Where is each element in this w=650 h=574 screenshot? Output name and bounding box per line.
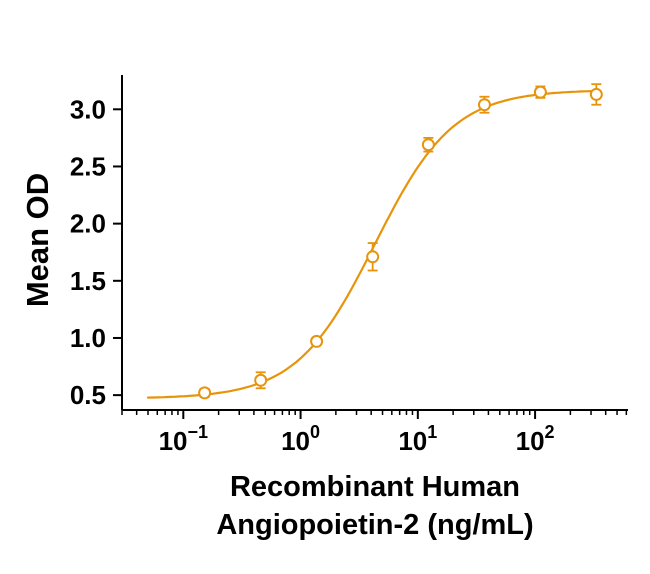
data-point-marker (477, 98, 491, 112)
y-tick-label: 0.5 (70, 380, 106, 410)
y-tick-label: 2.0 (70, 209, 106, 239)
x-axis-ticks: 10−1 100 101 102 (121, 410, 628, 456)
data-point-marker (421, 138, 435, 152)
data-point-marker (254, 373, 268, 387)
axes (121, 75, 628, 411)
x-axis-title: Recombinant Human Angiopoietin-2 (ng/mL) (122, 468, 628, 545)
x-tick-label: 101 (398, 422, 437, 456)
y-axis-ticks: 0.5 1.0 1.5 2.0 2.5 3.0 (70, 94, 122, 410)
x-tick-label: 102 (516, 422, 555, 456)
y-axis-title: Mean OD (20, 172, 55, 308)
data-point-marker (198, 386, 212, 400)
y-tick-label: 1.5 (70, 266, 106, 296)
y-tick-label: 3.0 (70, 94, 106, 124)
data-point-marker (310, 334, 324, 348)
x-tick-label: 100 (281, 422, 320, 456)
y-tick-label: 1.0 (70, 323, 106, 353)
data-point-marker (366, 250, 380, 264)
x-tick-label: 10−1 (159, 422, 208, 456)
x-axis-title-line2: Angiopoietin-2 (ng/mL) (216, 509, 534, 542)
data-points (198, 83, 603, 400)
y-tick-label: 2.5 (70, 151, 106, 181)
data-point-marker (589, 87, 603, 101)
data-point-marker (533, 85, 547, 99)
x-axis-title-line1: Recombinant Human (229, 471, 521, 503)
